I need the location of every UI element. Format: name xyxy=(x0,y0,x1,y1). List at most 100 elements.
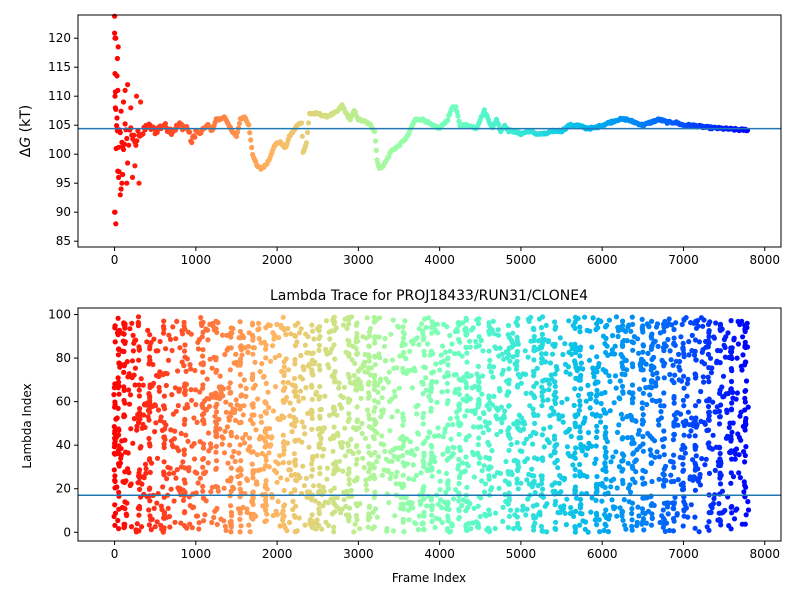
lambda-point xyxy=(368,452,374,458)
lambda-point xyxy=(519,415,525,421)
lambda-point xyxy=(214,367,220,373)
lambda-point xyxy=(593,481,600,487)
lambda-point xyxy=(372,372,378,378)
lambda-point xyxy=(565,364,572,370)
lambda-point xyxy=(400,411,406,417)
lambda-point xyxy=(541,388,547,394)
lambda-point xyxy=(161,393,167,399)
lambda-point xyxy=(620,457,626,464)
lambda-point xyxy=(219,332,226,338)
lambda-point xyxy=(228,389,234,396)
lambda-point xyxy=(418,470,424,476)
lambda-point xyxy=(649,435,655,441)
lambda-point xyxy=(706,409,712,415)
lambda-point xyxy=(486,427,492,433)
lambda-point xyxy=(437,367,443,373)
lambda-point xyxy=(191,441,197,447)
lambda-point xyxy=(341,384,347,390)
lambda-point xyxy=(391,388,398,394)
lambda-point xyxy=(306,444,312,450)
lambda-point xyxy=(402,318,408,324)
lambda-point xyxy=(202,512,208,518)
lambda-point xyxy=(112,478,118,484)
lambda-point xyxy=(423,375,429,381)
lambda-point xyxy=(224,424,230,430)
lambda-point xyxy=(301,424,307,430)
lambda-point xyxy=(309,322,315,328)
lambda-point xyxy=(182,405,188,411)
lambda-point xyxy=(354,334,360,340)
lambda-point xyxy=(464,350,470,356)
lambda-point xyxy=(371,494,377,500)
lambda-point xyxy=(152,429,158,435)
lambda-point xyxy=(487,399,493,406)
y-tick: 40 xyxy=(56,438,78,452)
lambda-point xyxy=(589,495,595,501)
lambda-point xyxy=(468,526,474,532)
lambda-point xyxy=(523,512,529,518)
lambda-point xyxy=(697,471,703,478)
lambda-point xyxy=(630,347,636,353)
lambda-point xyxy=(480,373,486,379)
lambda-point xyxy=(546,387,552,393)
lambda-point xyxy=(594,412,600,418)
lambda-point xyxy=(552,383,558,389)
lambda-point xyxy=(346,411,352,417)
lambda-point xyxy=(320,484,326,490)
lambda-point xyxy=(439,505,445,511)
lambda-point xyxy=(514,440,520,446)
lambda-point xyxy=(692,514,698,520)
dg-point xyxy=(117,192,123,198)
lambda-point xyxy=(541,426,547,432)
lambda-point xyxy=(242,440,248,446)
lambda-point xyxy=(401,335,407,341)
lambda-point xyxy=(717,360,723,366)
lambda-point xyxy=(479,478,485,484)
lambda-point xyxy=(442,349,449,355)
lambda-point xyxy=(192,367,198,374)
lambda-point xyxy=(603,476,609,482)
lambda-point xyxy=(639,405,645,411)
lambda-point xyxy=(661,477,667,483)
lambda-point xyxy=(189,397,195,403)
lambda-point xyxy=(671,432,677,438)
lambda-point xyxy=(339,440,346,446)
lambda-point xyxy=(200,319,206,325)
lambda-point xyxy=(383,358,389,364)
lambda-point xyxy=(548,372,554,378)
lambda-point xyxy=(682,450,689,456)
lambda-point xyxy=(414,335,420,341)
lambda-point xyxy=(342,453,348,459)
lambda-point xyxy=(116,526,122,532)
lambda-point xyxy=(201,418,207,424)
lambda-point xyxy=(400,352,406,358)
lambda-point xyxy=(420,521,426,527)
lambda-point xyxy=(702,361,708,367)
lambda-point xyxy=(689,415,695,421)
lambda-point xyxy=(540,314,546,320)
lambda-point xyxy=(698,388,704,395)
lambda-point xyxy=(467,338,473,344)
dg-point xyxy=(119,180,125,186)
lambda-point xyxy=(250,421,256,427)
lambda-point xyxy=(182,354,188,360)
lambda-point xyxy=(228,402,234,408)
lambda-point xyxy=(743,388,749,394)
y-tick-label: 110 xyxy=(48,89,71,103)
lambda-point xyxy=(562,510,568,516)
lambda-point xyxy=(728,318,734,324)
lambda-point xyxy=(112,402,118,408)
lambda-point xyxy=(213,357,219,363)
lambda-point xyxy=(531,473,537,479)
lambda-point xyxy=(597,529,603,535)
lambda-point xyxy=(531,455,538,461)
lambda-point xyxy=(276,352,282,359)
lambda-point xyxy=(199,401,206,407)
lambda-point xyxy=(429,473,435,479)
lambda-point xyxy=(706,417,712,423)
lambda-point xyxy=(602,484,608,490)
lambda-point xyxy=(547,424,553,430)
lambda-point xyxy=(254,452,260,458)
lambda-point xyxy=(451,445,457,451)
